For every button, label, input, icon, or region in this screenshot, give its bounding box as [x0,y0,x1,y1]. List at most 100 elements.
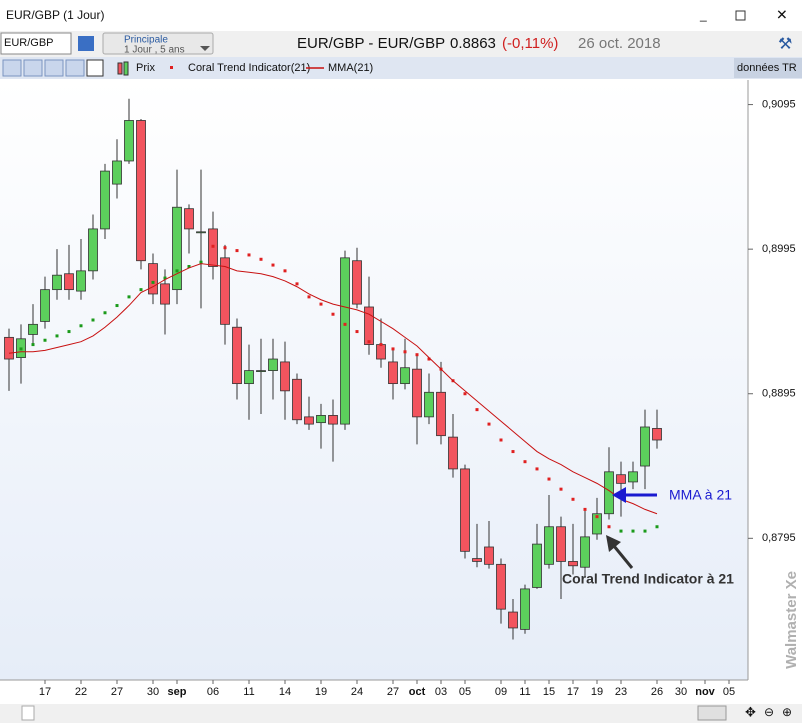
close-button[interactable]: ✕ [776,7,788,23]
candle-body [316,415,326,424]
x-tick-label: 17 [39,686,51,698]
pan-button[interactable]: ✥ [745,704,756,719]
x-tick-label: oct [409,686,426,698]
candle-body [292,378,302,421]
coral-dot [643,529,647,533]
tool-icon[interactable] [44,59,64,77]
candle-body [616,474,626,484]
y-tick-label: 0,8995 [762,243,796,255]
coral-dot [31,343,35,347]
coral-dot [307,295,311,299]
coral-dot [607,525,611,529]
candle-body [592,513,602,535]
scroll-left[interactable] [21,705,35,721]
x-tick-label: 22 [75,686,87,698]
coral-dot [259,257,263,261]
zoom-out-button[interactable]: ⊖ [764,705,774,719]
candle-body [304,416,314,425]
y-tick-label: 0,8895 [762,388,796,400]
candle-body [328,415,338,425]
candle-body [364,306,374,345]
candle-body [568,561,578,567]
coral-dot [283,269,287,273]
candle-body [184,208,194,230]
candle-body [424,391,434,418]
y-tick-label: 0,8795 [762,532,796,544]
book-icon[interactable] [78,36,94,51]
coral-dot [631,529,635,533]
symbol-input[interactable] [0,32,72,55]
candle-body [28,323,38,335]
x-tick-label: 17 [567,686,579,698]
candle-body [352,260,362,305]
coral-dot [79,324,83,328]
tool-icon[interactable] [86,59,104,77]
legend-label: MMA(21) [328,62,373,74]
coral-dot [367,340,371,344]
minimize-button[interactable]: _ [699,8,707,22]
legend-swatch [123,61,129,76]
scroll-thumb[interactable] [697,705,727,721]
coral-dot [331,312,335,316]
candle-body [124,120,134,162]
coral-dot [475,408,479,412]
coral-dot [547,477,551,481]
candle-body [256,370,266,373]
x-tick-label: 09 [495,686,507,698]
candle-body [640,426,650,467]
coral-dot [415,353,419,357]
candle-body [112,160,122,185]
tool-icon[interactable] [65,59,85,77]
title-bar [0,0,802,31]
coral-dot [127,295,131,299]
window-title: EUR/GBP (1 Jour) [6,8,104,22]
candle-body [508,611,518,629]
scrollbar [0,704,802,723]
candle-body [448,436,458,470]
candle-body [148,263,158,295]
coral-dot [271,263,275,267]
candle-body [400,367,410,385]
coral-dot [499,438,503,442]
x-tick-label: 27 [387,686,399,698]
coral-dot [355,330,359,334]
candle-body [412,368,422,418]
coral-dot [403,350,407,354]
annotation-arrowhead [606,535,621,552]
x-tick-label: 23 [615,686,627,698]
data-mode-bg [734,58,802,78]
x-tick-label: nov [695,686,715,698]
coral-dot [487,422,491,426]
coral-dot [163,276,167,280]
coral-dot [559,487,563,491]
coral-dot [379,343,383,347]
coral-dot [175,269,179,273]
coral-dot [211,244,215,248]
candle-body [532,543,542,588]
coral-dot [583,507,587,511]
tool-icons [2,59,104,77]
tool-icon[interactable] [23,59,43,77]
coral-dot [43,338,47,342]
coral-dot [523,460,527,464]
tool-icon[interactable] [2,59,22,77]
candle-body [472,558,482,562]
coral-dot [235,249,239,253]
x-tick-label: 19 [591,686,603,698]
coral-dot [319,302,323,306]
coral-dot [67,330,71,334]
coral-dot [391,347,395,351]
annotation-arrowhead [612,487,626,503]
settings-icon[interactable]: ⚒ [778,36,792,53]
maximize-button[interactable] [735,10,746,21]
coral-dot [139,288,143,292]
header-price: 0.8863 [450,35,496,52]
candle-body [340,257,350,425]
zoom-in-button[interactable]: ⊕ [782,705,792,719]
candle-body [100,170,110,230]
annotation: MMA à 21 [669,487,732,503]
candle-body [40,289,50,322]
y-axis-area [748,80,802,680]
coral-dot [247,253,251,257]
layout-dropdown[interactable] [102,32,214,55]
